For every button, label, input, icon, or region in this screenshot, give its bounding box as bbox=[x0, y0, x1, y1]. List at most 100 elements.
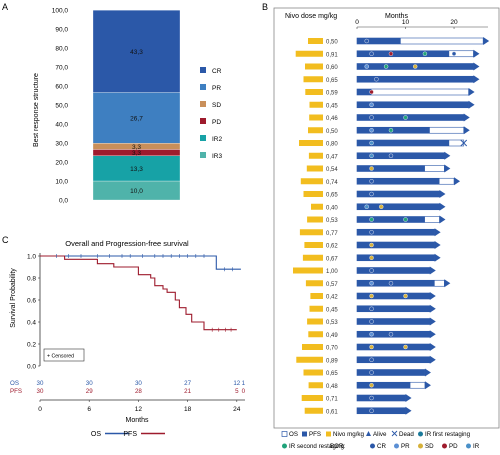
panel-b-pfs-bar bbox=[357, 331, 430, 338]
panel-b-dose-bar bbox=[304, 407, 323, 414]
panel-a-y-tick-label: 50,0 bbox=[55, 103, 68, 110]
panel-c-x-tick-label: 18 bbox=[184, 406, 192, 413]
panel-b-dose-label: 0,62 bbox=[326, 244, 338, 250]
panel-b-dose-title: Nivo dose mg/kg bbox=[285, 13, 337, 20]
panel-b-dose-label: 0,47 bbox=[326, 154, 338, 160]
panel-b-alive-arrow bbox=[468, 88, 475, 96]
panel-b-dose-label: 0,46 bbox=[326, 116, 338, 122]
panel-b-response-marker-cr bbox=[369, 230, 374, 235]
panel-b-pfs-bar bbox=[357, 229, 435, 236]
panel-b-dose-bar bbox=[305, 89, 323, 95]
panel-b-legend-marker bbox=[418, 443, 423, 449]
panel-b-alive-arrow bbox=[483, 37, 490, 45]
panel-a-y-tick-label: 40,0 bbox=[55, 122, 68, 129]
panel-letter-b: B bbox=[262, 2, 268, 12]
panel-a-data-label: 3,3 bbox=[132, 144, 141, 151]
panel-c-risk-value: 30 bbox=[135, 380, 142, 387]
panel-b-alive-arrow bbox=[473, 75, 480, 84]
panel-b-alive-arrow bbox=[473, 49, 480, 58]
panel-b-pfs-bar bbox=[357, 50, 450, 57]
panel-a-y-tick-label: 10,0 bbox=[55, 179, 68, 186]
panel-c-x-axis-label: Months bbox=[126, 417, 149, 424]
panel-c-risk-value: 21 bbox=[184, 388, 191, 395]
panel-a-y-tick-label: 70,0 bbox=[55, 65, 68, 72]
panel-b-legend-label: PR bbox=[401, 443, 410, 450]
panel-b-legend-label: SD bbox=[425, 443, 434, 450]
panel-b-dose-bar bbox=[308, 382, 323, 389]
panel-b-dose-label: 0,57 bbox=[326, 282, 338, 288]
panel-b-dose-label: 0,45 bbox=[326, 307, 338, 313]
panel-b-alive-arrow bbox=[434, 241, 441, 249]
panel-b-legend-marker bbox=[370, 443, 375, 449]
panel-b-dose-label: 0,45 bbox=[326, 103, 338, 109]
panel-b-alive-arrow bbox=[429, 330, 436, 339]
panel-b-dose-bar bbox=[308, 127, 323, 134]
panel-a-bar-segment-cr bbox=[92, 10, 181, 93]
panel-b-legend-marker bbox=[302, 431, 307, 437]
panel-b-dose-label: 0,91 bbox=[326, 52, 338, 58]
panel-b-dose-bar bbox=[305, 280, 323, 287]
panel-b-alive-arrow bbox=[444, 279, 451, 288]
panel-b-dose-bar bbox=[299, 229, 323, 236]
panel-b-pfs-bar bbox=[357, 38, 401, 44]
panel-b-dose-bar bbox=[308, 331, 323, 338]
panel-a-legend-label: PD bbox=[212, 119, 221, 126]
panel-b-response-marker-pr bbox=[369, 332, 374, 337]
panel-b-pfs-bar bbox=[357, 203, 440, 210]
panel-c-y-tick-label: 0.2 bbox=[27, 342, 36, 349]
panel-b-dose-bar bbox=[308, 152, 323, 159]
panel-b-dose-bar bbox=[293, 267, 323, 274]
panel-b-dose-bar bbox=[299, 140, 323, 146]
panel-a-bar-segment-ir2 bbox=[92, 155, 181, 182]
panel-c-risk-value: 1 bbox=[242, 380, 246, 387]
panel-b-alive-arrow bbox=[405, 406, 412, 415]
panel-a-legend-label: CR bbox=[212, 68, 222, 75]
panel-b-legend-label: Alive bbox=[373, 431, 387, 438]
panel-b-response-marker-cr bbox=[369, 268, 374, 273]
panel-c-curve-pfs bbox=[40, 255, 237, 331]
panel-b-dose-label: 0,59 bbox=[326, 91, 338, 97]
panel-c-risk-value: 30 bbox=[37, 388, 44, 395]
panel-b-pfs-bar bbox=[357, 140, 450, 146]
panel-b-response-marker-sd bbox=[403, 344, 408, 350]
panel-b-response-marker-ir2 bbox=[383, 64, 389, 69]
panel-b-response-marker-ir2 bbox=[369, 217, 374, 222]
panel-c-risk-value: 29 bbox=[86, 388, 93, 395]
panel-c-risk-row-label: PFS bbox=[10, 388, 22, 395]
panel-b-pfs-bar bbox=[357, 369, 425, 376]
panel-b-dose-bar bbox=[310, 293, 323, 299]
panel-b-dose-bar bbox=[307, 318, 323, 325]
panel-b-alive-arrow bbox=[444, 151, 451, 160]
panel-b-dose-bar bbox=[295, 50, 323, 57]
panel-b-alive-arrow bbox=[429, 304, 436, 313]
panel-b-dose-bar bbox=[296, 356, 323, 363]
panel-a-data-label: 3,3 bbox=[132, 150, 141, 157]
panel-b-dose-label: 0,54 bbox=[326, 167, 338, 173]
panel-b-response-marker-cr bbox=[374, 77, 379, 82]
panel-c-y-tick-label: 1.0 bbox=[27, 254, 36, 261]
panel-b-alive-arrow bbox=[434, 253, 441, 262]
panel-b-response-marker-sd bbox=[379, 204, 384, 209]
panel-b-response-marker-cr bbox=[369, 357, 374, 362]
panel-b-dead-marker bbox=[460, 139, 468, 147]
panel-a-legend-label: PR bbox=[212, 85, 221, 92]
panel-b-dose-bar bbox=[309, 305, 323, 312]
panel-c-risk-value: 5 bbox=[235, 388, 239, 395]
panel-b-legend-label: BOR: bbox=[330, 443, 345, 450]
panel-b-dose-bar bbox=[303, 191, 323, 197]
panel-b-dose-label: 0,77 bbox=[326, 231, 338, 237]
panel-c-y-tick-label: 0.0 bbox=[27, 364, 36, 371]
panel-c-survival-curves: Overall and Progression-free survival Su… bbox=[10, 239, 246, 438]
panel-b-response-marker-pd bbox=[369, 89, 374, 95]
panel-b-dose-bar bbox=[304, 242, 323, 248]
panel-b-dose-bar bbox=[309, 101, 323, 108]
panel-b-legend-marker bbox=[391, 430, 398, 437]
panel-b-response-marker-cr bbox=[451, 51, 457, 56]
panel-b-legend-marker bbox=[394, 443, 399, 449]
panel-a-legend-swatch bbox=[200, 152, 206, 158]
panel-a-data-label: 26,7 bbox=[130, 115, 143, 122]
panel-b-response-marker-cr bbox=[369, 115, 374, 120]
panel-b-dose-bar bbox=[302, 254, 323, 261]
panel-b-legend-label: IR bbox=[473, 443, 480, 450]
panel-a-y-tick-label: 80,0 bbox=[55, 46, 68, 53]
